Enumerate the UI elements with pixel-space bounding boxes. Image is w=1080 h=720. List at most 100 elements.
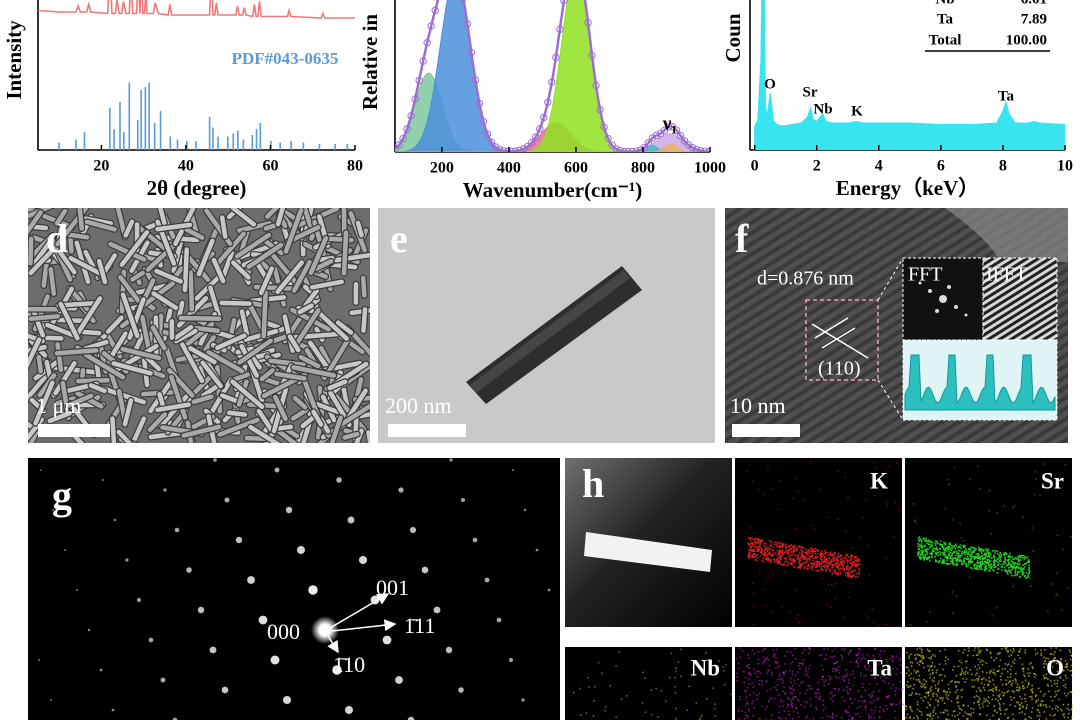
map-pixel xyxy=(823,680,825,683)
diffraction-spot xyxy=(445,646,453,654)
map-pixel xyxy=(793,710,795,713)
map-pixel xyxy=(964,681,966,683)
map-pixel xyxy=(714,703,716,705)
map-pixel xyxy=(912,503,915,505)
map-pixel xyxy=(934,560,937,563)
map-pixel xyxy=(1021,554,1024,557)
map-pixel xyxy=(825,564,828,567)
map-pixel xyxy=(908,657,910,660)
map-pixel xyxy=(908,694,911,696)
map-pixel xyxy=(1064,674,1067,677)
map-pixel xyxy=(994,686,997,689)
map-pixel xyxy=(818,565,821,568)
map-pixel xyxy=(1028,675,1030,677)
map-pixel xyxy=(928,657,930,659)
map-pixel xyxy=(822,699,824,702)
map-pixel xyxy=(946,559,948,562)
map-pixel xyxy=(1002,563,1004,565)
map-pixel xyxy=(1011,713,1014,716)
map-pixel xyxy=(773,686,776,689)
map-pixel xyxy=(933,680,935,683)
map-pixel xyxy=(853,698,856,701)
map-pixel xyxy=(1025,572,1028,574)
y-axis-title: Coun xyxy=(721,13,745,62)
data-circle xyxy=(696,147,705,152)
map-pixel xyxy=(839,568,841,570)
map-pixel xyxy=(948,551,950,553)
map-pixel xyxy=(680,675,682,678)
map-pixel xyxy=(952,612,954,615)
map-pixel xyxy=(972,546,974,549)
map-pixel xyxy=(927,692,930,695)
map-pixel xyxy=(909,706,911,709)
map-pixel xyxy=(819,558,822,560)
map-pixel xyxy=(983,569,986,571)
map-pixel xyxy=(1055,572,1058,575)
map-pixel xyxy=(817,563,819,566)
map-pixel xyxy=(959,546,961,549)
map-pixel xyxy=(979,556,982,559)
map-pixel xyxy=(1029,577,1031,579)
map-pixel xyxy=(744,714,747,717)
map-pixel xyxy=(811,550,813,553)
map-pixel xyxy=(860,658,862,660)
diffraction-spot xyxy=(407,716,415,720)
map-pixel xyxy=(773,653,776,655)
eds-maps xyxy=(572,461,1074,720)
x-tick-label: 40 xyxy=(178,158,194,175)
annotation: ν₁ xyxy=(662,113,677,134)
map-pixel xyxy=(752,700,754,702)
map-pixel xyxy=(990,688,992,691)
map-pixel xyxy=(848,651,851,653)
rod xyxy=(68,256,104,277)
map-pixel xyxy=(939,544,941,546)
rod xyxy=(300,415,316,429)
diffraction-spot xyxy=(163,488,167,492)
map-pixel xyxy=(980,690,982,693)
map-pixel xyxy=(960,552,963,555)
map-pixel xyxy=(855,659,858,662)
map-pixel xyxy=(839,563,841,565)
map-pixel xyxy=(761,683,763,686)
map-pixel xyxy=(937,688,940,690)
map-pixel xyxy=(793,689,795,692)
map-pixel xyxy=(776,684,779,687)
map-pixel xyxy=(964,544,966,547)
map-pixel xyxy=(929,688,932,690)
rod xyxy=(48,266,57,296)
map-pixel xyxy=(1003,692,1006,694)
map-pixel xyxy=(995,686,998,688)
map-pixel xyxy=(978,698,981,700)
map-pixel xyxy=(885,468,888,471)
map-pixel xyxy=(983,557,985,560)
rod xyxy=(290,407,309,421)
map-pixel xyxy=(948,483,950,486)
map-pixel xyxy=(1021,697,1023,700)
map-pixel xyxy=(767,669,769,672)
map-pixel xyxy=(799,621,801,623)
map-pixel xyxy=(968,554,971,556)
rod xyxy=(54,348,99,356)
map-pixel xyxy=(1002,554,1005,556)
map-pixel xyxy=(752,549,755,552)
data-circle xyxy=(511,147,520,152)
map-pixel xyxy=(834,662,837,664)
map-pixel xyxy=(759,540,761,543)
map-pixel xyxy=(952,559,954,562)
map-pixel xyxy=(780,698,783,701)
map-pixel xyxy=(966,565,969,568)
data-circle xyxy=(596,105,604,114)
map-pixel xyxy=(822,568,824,571)
map-pixel xyxy=(925,620,928,623)
map-pixel xyxy=(915,692,917,695)
map-pixel xyxy=(1010,684,1013,686)
map-pixel xyxy=(851,702,853,704)
map-pixel xyxy=(981,560,983,563)
map-pixel xyxy=(864,689,867,691)
map-pixel xyxy=(757,539,759,541)
map-pixel xyxy=(779,556,782,558)
map-pixel xyxy=(961,553,964,555)
map-pixel xyxy=(857,712,859,715)
table-cell: 7.89 xyxy=(1021,11,1047,27)
panel-letter: e xyxy=(390,216,408,261)
